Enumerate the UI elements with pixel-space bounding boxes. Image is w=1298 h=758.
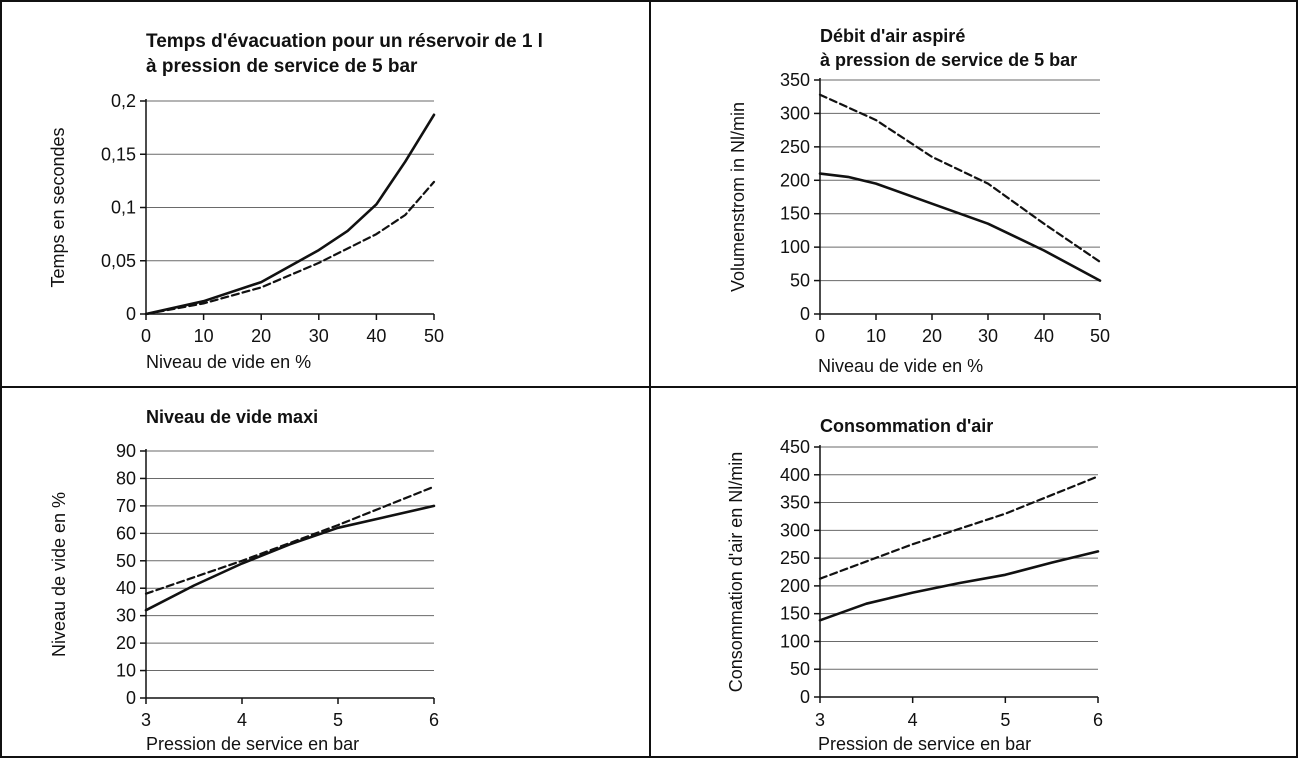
y-tick-label: 90: [116, 441, 136, 461]
y-tick-label: 0,15: [101, 144, 136, 164]
y-tick-label: 0: [126, 688, 136, 708]
x-tick-label: 3: [815, 710, 825, 730]
y-tick-label: 100: [780, 631, 810, 651]
series-line-solid: [144, 504, 436, 612]
y-tick-label: 50: [116, 551, 136, 571]
x-tick-label: 4: [237, 710, 247, 730]
y-axis-label: Temps en secondes: [48, 127, 68, 287]
x-axis-label: Pression de service en bar: [146, 734, 359, 754]
y-tick-label: 350: [780, 493, 810, 513]
chart-title: Consommation d'air: [820, 416, 993, 436]
y-tick-label: 200: [780, 170, 810, 190]
chart-4: Consommation d'air 0 50 100 150 200 250 300 350 4…: [726, 416, 1103, 754]
y-tick-label: 10: [116, 661, 136, 681]
series-line-dashed: [818, 93, 1102, 263]
y-tick-label: 0: [800, 304, 810, 324]
y-tick-label: 350: [780, 70, 810, 90]
y-axis-label: Niveau de vide en %: [49, 492, 69, 657]
y-tick-label: 200: [780, 576, 810, 596]
y-tick-label: 30: [116, 606, 136, 626]
x-tick-label: 20: [251, 326, 271, 346]
y-tick-label: 50: [790, 271, 810, 291]
y-tick-label: 400: [780, 465, 810, 485]
series-line-dashed: [144, 485, 436, 595]
y-tick-label: 70: [116, 496, 136, 516]
series-line-solid: [818, 172, 1102, 282]
series-line-solid: [144, 113, 436, 316]
x-tick-label: 3: [141, 710, 151, 730]
y-tick-label: 450: [780, 437, 810, 457]
x-tick-label: 30: [309, 326, 329, 346]
x-axis-label: Niveau de vide en %: [146, 352, 311, 372]
x-tick-label: 50: [1090, 326, 1110, 346]
y-tick-label: 150: [780, 604, 810, 624]
y-tick-label: 300: [780, 520, 810, 540]
y-tick-label: 300: [780, 103, 810, 123]
x-tick-label: 0: [141, 326, 151, 346]
x-tick-label: 5: [333, 710, 343, 730]
y-tick-label: 0: [126, 304, 136, 324]
y-tick-label: 0,05: [101, 251, 136, 271]
x-tick-label: 40: [1034, 326, 1054, 346]
y-tick-label: 250: [780, 137, 810, 157]
y-axis-label: Volumenstrom in Nl/min: [728, 102, 748, 292]
series-line-solid: [818, 550, 1100, 622]
y-tick-label: 0,1: [111, 198, 136, 218]
chart-1: Temps d'évacuation pour un réservoir de …: [48, 31, 543, 372]
y-tick-label: 0: [800, 687, 810, 707]
y-tick-label: 20: [116, 633, 136, 653]
x-tick-label: 6: [429, 710, 439, 730]
y-tick-label: 0,2: [111, 91, 136, 111]
y-tick-label: 60: [116, 523, 136, 543]
x-tick-label: 4: [908, 710, 918, 730]
x-tick-label: 10: [194, 326, 214, 346]
y-tick-label: 150: [780, 204, 810, 224]
y-tick-label: 40: [116, 578, 136, 598]
chart-title: Niveau de vide maxi: [146, 407, 318, 427]
x-axis-label: Pression de service en bar: [818, 734, 1031, 754]
y-tick-label: 250: [780, 548, 810, 568]
x-axis-label: Niveau de vide en %: [818, 356, 983, 376]
x-tick-label: 20: [922, 326, 942, 346]
chart-2: Débit d'air aspiré à pression de service …: [728, 26, 1110, 376]
chart-title: Débit d'air aspiré: [820, 26, 965, 46]
chart-title: à pression de service de 5 bar: [146, 56, 418, 77]
x-tick-label: 5: [1000, 710, 1010, 730]
chart-title: à pression de service de 5 bar: [820, 50, 1077, 70]
y-tick-label: 80: [116, 468, 136, 488]
x-tick-label: 30: [978, 326, 998, 346]
x-tick-label: 10: [866, 326, 886, 346]
charts-layer: Temps d'évacuation pour un réservoir de …: [48, 26, 1110, 754]
chart-3: Niveau de vide maxi 0 10 20 30 40 50 60 70 80 90 3 4…: [49, 407, 439, 754]
x-tick-label: 6: [1093, 710, 1103, 730]
y-axis-label: Consommation d'air en Nl/min: [726, 452, 746, 693]
x-tick-label: 50: [424, 326, 444, 346]
chart-title: Temps d'évacuation pour un réservoir de …: [146, 31, 543, 52]
y-tick-label: 50: [790, 659, 810, 679]
x-tick-label: 40: [366, 326, 386, 346]
y-tick-label: 100: [780, 237, 810, 257]
series-line-dashed: [144, 180, 436, 316]
x-tick-label: 0: [815, 326, 825, 346]
series-line-dashed: [818, 475, 1100, 580]
